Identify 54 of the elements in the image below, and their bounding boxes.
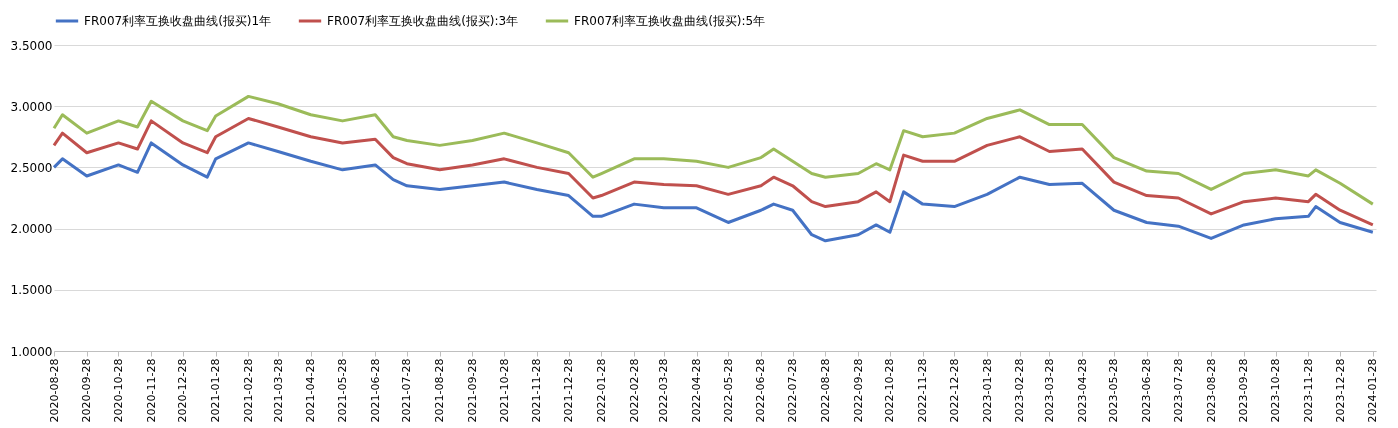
- x-tick-label: 2023-07-28: [1171, 358, 1185, 423]
- x-tick-label: 2022-02-28: [627, 358, 641, 423]
- x-tick-label: 2021-08-28: [433, 358, 447, 423]
- legend-label: FR007利率互换收盘曲线(报买):5年: [574, 14, 766, 28]
- x-tick-label: 2021-01-28: [209, 358, 223, 423]
- x-tick-label: 2023-04-28: [1075, 358, 1089, 423]
- x-tick-label: 2022-04-28: [690, 358, 704, 423]
- legend-label: FR007利率互换收盘曲线(报买)1年: [84, 14, 272, 28]
- x-tick-label: 2020-12-28: [176, 358, 190, 423]
- x-tick-label: 2021-04-28: [304, 358, 318, 423]
- x-tick-label: 2022-07-28: [786, 358, 800, 423]
- x-tick-label: 2022-05-28: [721, 358, 735, 423]
- x-tick-label: 2022-10-28: [883, 358, 897, 423]
- x-tick-label: 2023-11-28: [1301, 358, 1315, 423]
- x-tick-label: 2020-09-28: [80, 358, 94, 423]
- x-tick-label: 2021-10-28: [497, 358, 511, 423]
- x-tick-label: 2023-02-28: [1013, 358, 1027, 423]
- line-series: [52, 141, 1375, 243]
- x-tick-label: 2023-08-28: [1204, 358, 1218, 423]
- y-tick-label: 2.5000: [10, 160, 53, 175]
- legend-label: FR007利率互换收盘曲线(报买):3年: [327, 14, 519, 28]
- x-tick-label: 2022-01-28: [594, 358, 608, 423]
- y-tick-label: 2.0000: [10, 222, 53, 237]
- x-tick-label: 2022-08-28: [818, 358, 832, 423]
- x-tick-label: 2020-08-28: [47, 358, 61, 423]
- x-tick-label: 2021-11-28: [530, 358, 544, 423]
- x-tick-label: 2022-03-28: [657, 358, 671, 423]
- y-tick-label: 1.0000: [10, 344, 53, 359]
- x-tick-label: 2021-06-28: [368, 358, 382, 423]
- x-tick-label: 2023-03-28: [1042, 358, 1056, 423]
- x-tick-label: 2021-05-28: [335, 358, 349, 423]
- x-tick-label: 2022-12-28: [947, 358, 961, 423]
- x-tick-label: 2024-01-28: [1366, 358, 1380, 423]
- x-tick-label: 2021-12-28: [562, 358, 576, 423]
- x-tick-label: 2023-12-28: [1333, 358, 1347, 423]
- x-tick-label: 2023-09-28: [1237, 358, 1251, 423]
- x-tick-label: 2022-09-28: [851, 358, 865, 423]
- x-tick-label: 2023-10-28: [1269, 358, 1283, 423]
- x-tick-label: 2022-11-28: [916, 358, 930, 423]
- x-tick-label: 2021-09-28: [465, 358, 479, 423]
- x-tick-label: 2021-07-28: [400, 358, 414, 423]
- x-tick-label: 2021-02-28: [241, 358, 255, 423]
- line-series: [52, 94, 1375, 206]
- x-tick-label: 2022-06-28: [754, 358, 768, 423]
- x-tick-label: 2020-11-28: [144, 358, 158, 423]
- y-tick-label: 1.5000: [10, 283, 53, 298]
- x-tick-label: 2021-03-28: [271, 358, 285, 423]
- x-tick-label: 2023-01-28: [980, 358, 994, 423]
- line-series: [52, 116, 1375, 227]
- y-tick-label: 3.5000: [10, 38, 53, 53]
- x-tick-label: 2020-10-28: [111, 358, 125, 423]
- x-tick-label: 2023-06-28: [1140, 358, 1154, 423]
- x-tick-label: 2023-05-28: [1107, 358, 1121, 423]
- y-tick-label: 3.0000: [10, 99, 53, 114]
